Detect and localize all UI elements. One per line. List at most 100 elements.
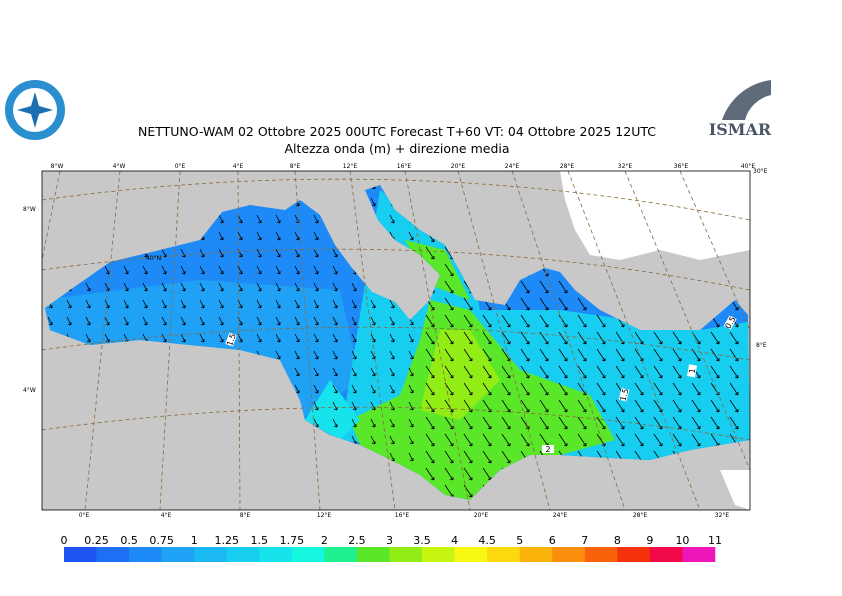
arrow [691, 382, 701, 396]
arrow [425, 467, 435, 481]
colorbar-swatch [454, 547, 488, 562]
arrow [104, 265, 110, 275]
arrow [370, 299, 376, 309]
arrow [653, 331, 663, 345]
graticule [42, 171, 750, 510]
contour-label-bg [542, 445, 554, 453]
arrow [501, 365, 511, 379]
arrow [275, 248, 281, 258]
arrow [558, 382, 568, 396]
arrow [520, 297, 530, 311]
top-lon-label: 28°E [560, 163, 575, 170]
top-lon-label: 0°E [175, 163, 186, 170]
arrow [634, 365, 644, 379]
arrow [729, 382, 739, 396]
colorbar-swatch [291, 547, 325, 562]
arrow [142, 316, 148, 326]
arrow [463, 348, 473, 362]
arrow [351, 299, 357, 309]
arrow [275, 214, 281, 224]
arrow [558, 365, 568, 379]
arrow [596, 331, 606, 345]
arrow [199, 299, 205, 309]
top-lon-label: 12°E [343, 163, 358, 170]
arrow [275, 350, 281, 360]
arrow [313, 367, 319, 377]
contour-label-bg [723, 315, 737, 330]
arrow [710, 416, 720, 430]
contour-label: 1.5 [619, 388, 631, 403]
arrow [85, 282, 91, 292]
arrow [539, 280, 549, 294]
arrow [180, 299, 186, 309]
arrow [332, 418, 338, 428]
arrow [501, 416, 511, 430]
colorbar-label: 1.75 [280, 534, 305, 547]
arrow [389, 435, 395, 445]
arrow [332, 316, 338, 326]
arrow [558, 314, 568, 328]
arrow [370, 401, 376, 411]
arrow [275, 282, 281, 292]
arrow [256, 214, 262, 224]
arrow [710, 365, 720, 379]
contour-label: 1 [688, 368, 698, 375]
colorbar-label: 0 [61, 534, 68, 547]
arrow [351, 333, 357, 343]
arrow [672, 365, 682, 379]
arrow [294, 231, 300, 241]
colorbar-label: 2.5 [348, 534, 366, 547]
arrow [444, 365, 454, 379]
colorbar-swatch [96, 547, 130, 562]
arrow [370, 435, 376, 445]
arrow [672, 331, 682, 345]
arrow [85, 333, 91, 343]
arrow [729, 365, 739, 379]
colorbar-label: 6 [549, 534, 556, 547]
arrow [615, 416, 625, 430]
arrow [180, 282, 186, 292]
arrow [558, 280, 568, 294]
axis-labels: 8°W 4°W 0°E 4°E 8°E 12°E 16°E 20°E 24°E 28°E 32°E 3… [23, 163, 768, 519]
arrow [463, 416, 473, 430]
contour-label: 1.5 [225, 332, 238, 347]
arrow [444, 450, 454, 464]
arrow [351, 367, 357, 377]
arrow [482, 433, 492, 447]
arrow [218, 214, 224, 224]
arrow [142, 299, 148, 309]
arrow [425, 314, 435, 328]
arrow [558, 416, 568, 430]
bottom-lon-label: 4°E [161, 512, 172, 519]
arrow [672, 399, 682, 413]
arrow [615, 365, 625, 379]
arrow [180, 333, 186, 343]
arrow [653, 433, 663, 447]
arrow [389, 418, 395, 428]
colorbar-swatch [64, 547, 97, 562]
colorbar-label: 3 [386, 534, 393, 547]
arrow [463, 297, 473, 311]
arrow [142, 265, 148, 275]
arrow [425, 433, 435, 447]
arrow [539, 399, 549, 413]
arrow [218, 248, 224, 258]
top-lon-label: 8°W [51, 163, 64, 170]
arrow [161, 299, 167, 309]
arrow [634, 433, 644, 447]
arrow [199, 248, 205, 258]
colorbar-swatch [226, 547, 260, 562]
arrow [275, 316, 281, 326]
arrow [596, 348, 606, 362]
arrow [444, 280, 454, 294]
arrow [520, 382, 530, 396]
arrow [294, 248, 300, 258]
arrow [425, 331, 435, 345]
colorbar-label: 4 [451, 534, 458, 547]
arrow [501, 382, 511, 396]
arrow [653, 416, 663, 430]
arrow [313, 384, 319, 394]
colorbar-label: 0.5 [120, 534, 138, 547]
colorbar-label: 0.75 [149, 534, 174, 547]
